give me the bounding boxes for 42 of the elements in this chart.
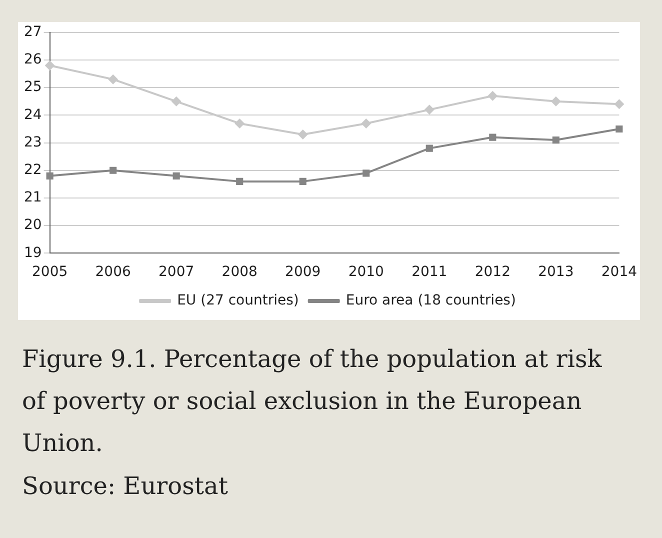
x-tick-label: 2007 bbox=[158, 264, 194, 280]
legend-label: Euro area (18 countries) bbox=[346, 292, 516, 309]
point bbox=[172, 172, 180, 180]
point bbox=[299, 178, 306, 185]
point bbox=[550, 96, 561, 106]
point bbox=[426, 144, 433, 152]
text: Figure 9.1. Percentage of the population at risk of poverty or social exclusion in the European Union. bbox=[22, 344, 603, 459]
point bbox=[488, 90, 498, 101]
y-tick-label: 25 bbox=[24, 79, 42, 96]
point bbox=[552, 136, 560, 144]
point bbox=[614, 99, 624, 110]
x-tick-label: 2005 bbox=[32, 264, 68, 280]
point bbox=[616, 125, 623, 133]
point bbox=[298, 130, 308, 140]
y-tick-label: 22 bbox=[24, 162, 42, 178]
x-tick-label: 2011 bbox=[412, 264, 448, 280]
point bbox=[489, 134, 496, 141]
point bbox=[46, 172, 54, 180]
x-tick-label: 2009 bbox=[285, 264, 321, 280]
y-tick-label: 19 bbox=[24, 244, 42, 261]
point bbox=[236, 178, 244, 185]
x-tick-label: 2006 bbox=[95, 264, 131, 280]
y-tick-label: 26 bbox=[24, 52, 42, 68]
x-tick-label: 2014 bbox=[601, 264, 638, 280]
point bbox=[171, 96, 182, 106]
point bbox=[424, 104, 434, 115]
source-note: Source: Eurostat bbox=[22, 472, 228, 500]
y-tick-label: 21 bbox=[24, 190, 42, 206]
point bbox=[361, 118, 372, 128]
legend-label: EU (27 countries) bbox=[177, 292, 299, 309]
x-tick-label: 2008 bbox=[222, 264, 258, 280]
point bbox=[234, 118, 245, 128]
y-tick-label: 23 bbox=[24, 134, 42, 150]
x-tick-label: 2010 bbox=[348, 264, 384, 280]
y-tick-label: 20 bbox=[24, 217, 42, 234]
point bbox=[110, 166, 117, 174]
y-tick-label: 27 bbox=[24, 24, 42, 40]
point bbox=[362, 170, 370, 177]
x-tick-label: 2013 bbox=[538, 264, 574, 280]
point bbox=[108, 74, 118, 84]
y-tick-label: 24 bbox=[24, 106, 42, 123]
x-tick-label: 2012 bbox=[474, 264, 510, 280]
